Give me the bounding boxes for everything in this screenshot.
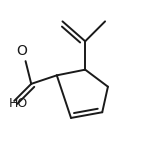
Text: HO: HO — [9, 97, 28, 110]
Text: O: O — [17, 44, 27, 58]
